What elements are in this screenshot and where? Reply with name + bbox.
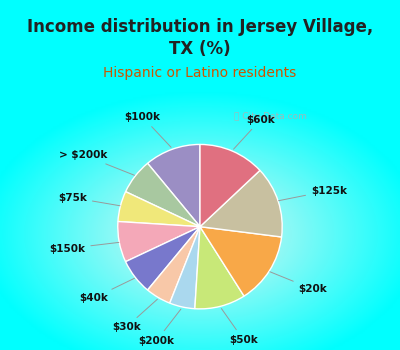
Wedge shape	[170, 227, 200, 309]
Text: $100k: $100k	[124, 112, 171, 147]
Wedge shape	[200, 170, 282, 237]
Text: > $200k: > $200k	[59, 150, 134, 175]
Text: $30k: $30k	[112, 299, 157, 332]
Text: $20k: $20k	[270, 272, 327, 294]
Text: $200k: $200k	[138, 309, 181, 345]
Wedge shape	[195, 227, 244, 309]
Text: $50k: $50k	[222, 309, 258, 345]
Text: $60k: $60k	[234, 114, 275, 149]
Wedge shape	[126, 227, 200, 290]
Wedge shape	[118, 192, 200, 227]
Wedge shape	[118, 222, 200, 262]
Wedge shape	[148, 145, 200, 227]
Text: Ⓢ City-Data.com: Ⓢ City-Data.com	[234, 112, 306, 121]
Text: Income distribution in Jersey Village,
TX (%): Income distribution in Jersey Village, T…	[27, 18, 373, 58]
Text: $75k: $75k	[58, 193, 120, 206]
Wedge shape	[126, 163, 200, 227]
Text: $150k: $150k	[49, 243, 119, 253]
Text: $125k: $125k	[278, 186, 347, 201]
Wedge shape	[200, 145, 260, 227]
Wedge shape	[148, 227, 200, 303]
Text: $40k: $40k	[79, 278, 134, 303]
Text: Hispanic or Latino residents: Hispanic or Latino residents	[103, 66, 297, 80]
Wedge shape	[200, 227, 282, 296]
